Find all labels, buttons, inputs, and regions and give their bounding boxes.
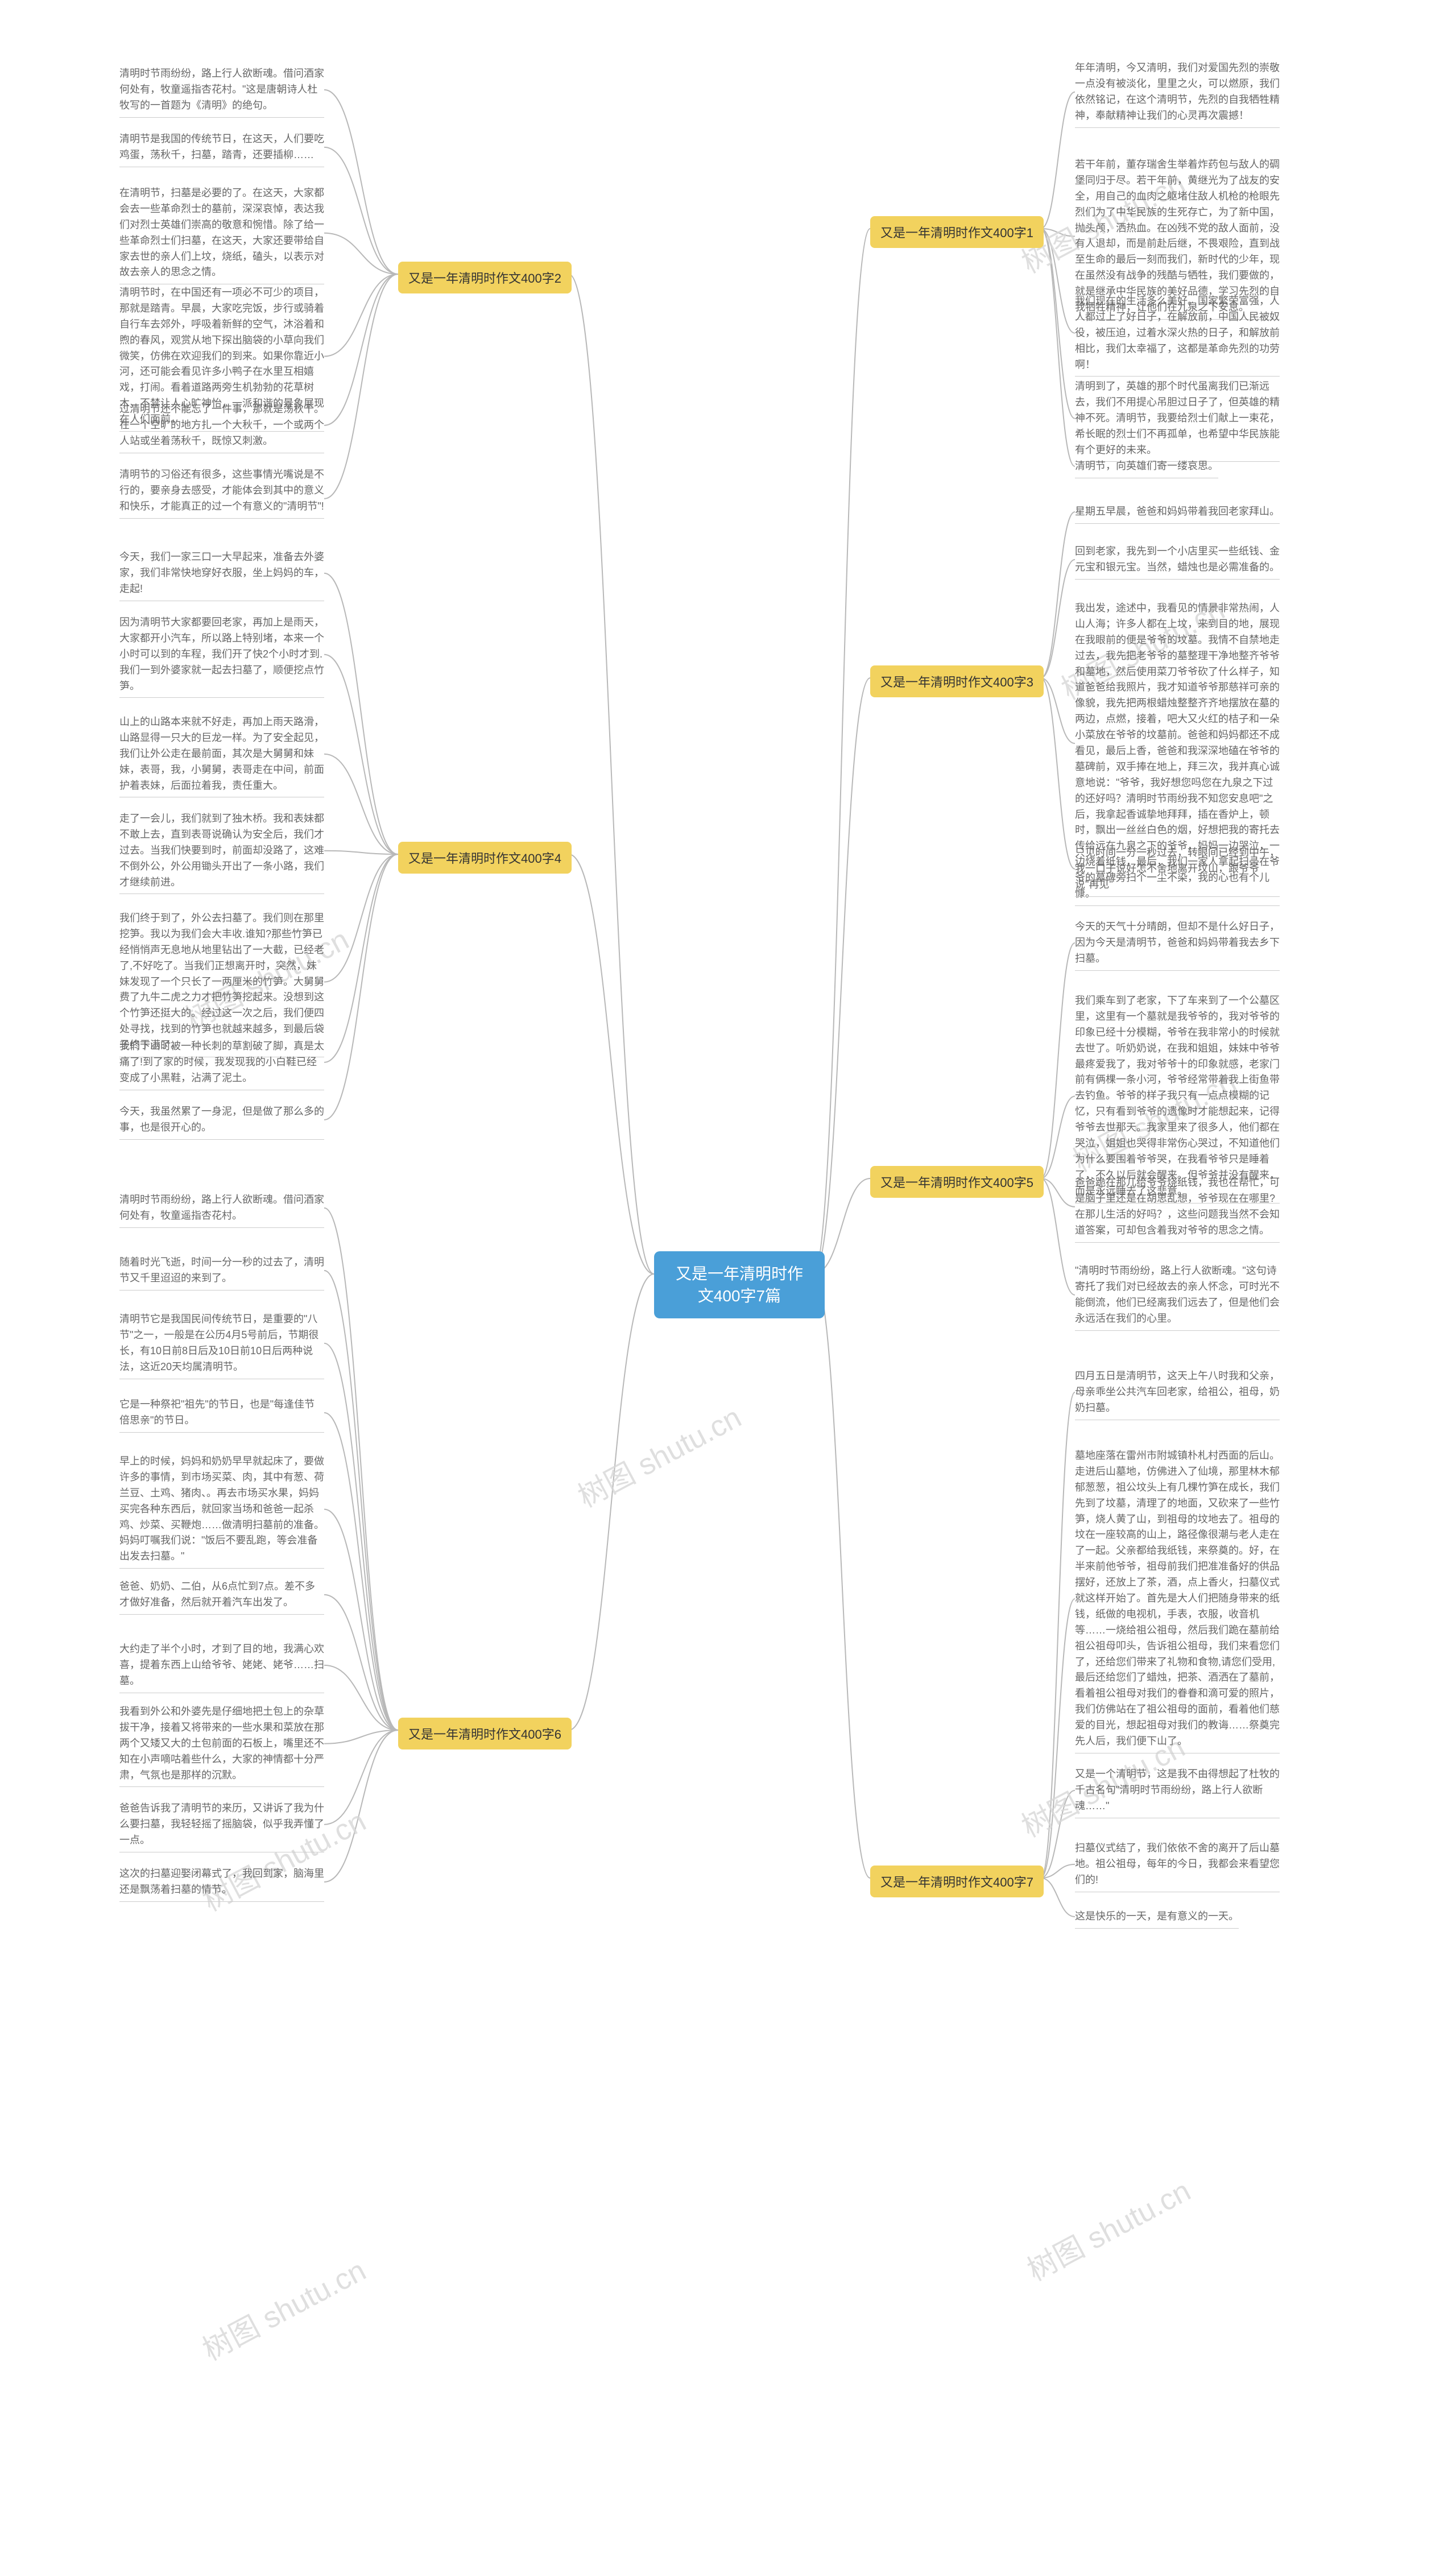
watermark: 树图 shutu.cn — [1019, 2167, 1197, 2289]
leaf-node: 我们现在的生活多么美好。国家繁荣富强，人人都过上了好日子，在解放前，中国人民被奴… — [1075, 290, 1280, 377]
leaf-node: 大约走了半个小时，才到了目的地，我满心欢喜，提着东西上山给爷爷、姥姥、姥爷……扫… — [119, 1638, 324, 1693]
leaf-node: 今天的天气十分晴朗，但却不是什么好日子，因为今天是清明节，爸爸和妈妈带着我去乡下… — [1075, 916, 1280, 971]
leaf-node: 我看到外公和外婆先是仔细地把土包上的杂草拔干净，接着又将带来的一些水果和菜放在那… — [119, 1701, 324, 1787]
leaf-node: 墓地座落在雷州市附城镇朴札村西面的后山。走进后山墓地，仿佛进入了仙境，那里林木郁… — [1075, 1445, 1280, 1753]
leaf-node: 因为清明节大家都要回老家，再加上是雨天，大家都开小汽车，所以路上特别堵，本来一个… — [119, 611, 324, 698]
leaf-node: 随着时光飞逝，时间一分一秒的过去了，清明节又千里迢迢的来到了。 — [119, 1251, 324, 1291]
leaf-node: 爸爸跪在那儿给爷爷烧纸钱，我也在帮忙，可是脑子里还是在胡思乱想，爷爷现在在哪里?… — [1075, 1172, 1280, 1243]
leaf-node: 这次的扫墓迎娶闭幕式了，我回到家，脑海里还是飘荡着扫墓的情节。 — [119, 1863, 324, 1902]
center-node: 又是一年清明时作文400字7篇 — [654, 1251, 825, 1318]
branch-node-b3: 又是一年清明时作文400字3 — [870, 665, 1044, 697]
branch-node-b4: 又是一年清明时作文400字4 — [398, 842, 572, 874]
leaf-node: 清明节的习俗还有很多，这些事情光嘴说是不行的，要亲身去感受，才能体会到其中的意义… — [119, 464, 324, 519]
leaf-node: 扫墓仪式结了，我们依依不舍的离开了后山墓地。祖公祖母，每年的今日，我都会来看望您… — [1075, 1837, 1280, 1892]
branch-node-b5: 又是一年清明时作文400字5 — [870, 1166, 1044, 1198]
watermark: 树图 shutu.cn — [194, 2247, 372, 2368]
leaf-node: 在清明节，扫墓是必要的了。在这天，大家都会去一些革命烈士的墓前，深深哀悼，表达我… — [119, 182, 324, 284]
leaf-node: 早上的时候，妈妈和奶奶早早就起床了，要做许多的事情，到市场买菜、肉，其中有葱、荷… — [119, 1450, 324, 1569]
leaf-node: 过清明节还不能忘了一件事，那就是荡秋千。在一个空旷的地方扎一个大秋千，一个或两个… — [119, 398, 324, 453]
watermark: 树图 shutu.cn — [569, 1393, 747, 1515]
leaf-node: 山上的山路本来就不好走，再加上雨天路滑，山路显得一只大的巨龙一样。为了安全起见，… — [119, 711, 324, 797]
branch-node-b6: 又是一年清明时作文400字6 — [398, 1718, 572, 1749]
branch-node-b1: 又是一年清明时作文400字1 — [870, 216, 1044, 248]
leaf-node: 四月五日是清明节，这天上午八时我和父亲，母亲乖坐公共汽车回老家，给祖公，祖母，奶… — [1075, 1365, 1280, 1420]
leaf-node: 爸爸、奶奶、二伯，从6点忙到7点。差不多才做好准备，然后就开着汽车出发了。 — [119, 1575, 324, 1615]
leaf-node: 清明时节雨纷纷，路上行人欲断魂。借问酒家何处有，牧童遥指杏花村。 — [119, 1189, 324, 1228]
leaf-node: 清明时节雨纷纷，路上行人欲断魂。借问酒家何处有，牧童遥指杏花村。"这是唐朝诗人杜… — [119, 63, 324, 118]
leaf-node: 今天，我们一家三口一大早起来，准备去外婆家，我们非常快地穿好衣服，坐上妈妈的车，… — [119, 546, 324, 601]
leaf-node: 清明到了，英雄的那个时代虽离我们已渐远去，我们不用提心吊胆过日子了，但英雄的精神… — [1075, 375, 1280, 462]
leaf-node: 它是一种祭祀"祖先"的节日，也是"每逢佳节倍思亲"的节日。 — [119, 1393, 324, 1433]
leaf-node: 这是快乐的一天，是有意义的一天。 — [1075, 1905, 1239, 1929]
branch-node-b2: 又是一年清明时作文400字2 — [398, 262, 572, 293]
leaf-node: 又是一个清明节，这是我不由得想起了杜牧的千古名句"清明时节雨纷纷，路上行人欲断魂… — [1075, 1763, 1280, 1818]
leaf-node: "清明时节雨纷纷，路上行人欲断魂。"这句诗寄托了我们对已经故去的亲人怀念，可时光… — [1075, 1260, 1280, 1331]
leaf-node: 爸爸告诉我了清明节的来历，又讲诉了我为什么要扫墓，我轻轻摇了摇脑袋，似乎我弄懂了… — [119, 1797, 324, 1852]
leaf-node: 今天，我虽然累了一身泥，但是做了那么多的事，也是很开心的。 — [119, 1101, 324, 1140]
leaf-node: 清明节它是我国民间传统节日，是重要的"八节"之一，一般是在公历4月5号前后，节期… — [119, 1308, 324, 1379]
branch-node-b7: 又是一年清明时作文400字7 — [870, 1866, 1044, 1897]
leaf-node: 星期五早晨，爸爸和妈妈带着我回老家拜山。 — [1075, 501, 1280, 524]
leaf-node: 回到老家，我先到一个小店里买一些纸钱、金元宝和银元宝。当然，蜡烛也是必需准备的。 — [1075, 540, 1280, 580]
leaf-node: 走了一会儿，我们就到了独木桥。我和表妹都不敢上去，直到表哥说确认为安全后，我们才… — [119, 808, 324, 894]
leaf-node: 清明节，向英雄们寄一缕哀思。 — [1075, 455, 1218, 478]
leaf-node: 我们下山时被一种长刺的草割破了脚，真是太痛了!到了家的时候，我发现我的小白鞋已经… — [119, 1035, 324, 1090]
leaf-node: 年年清明，今又清明，我们对爱国先烈的崇敬一点没有被淡化，里里之火，可以燃原，我们… — [1075, 57, 1280, 128]
leaf-node: 清明节是我国的传统节日，在这天，人们要吃鸡蛋，荡秋千，扫墓，踏青，还要插柳…… — [119, 128, 324, 167]
leaf-node: 只见时间一分一秒过去，转眼间已经到中午，我一口子说好怎不舍地离开坟山，跟爷爷说"… — [1075, 842, 1280, 897]
mindmap-canvas: 树图 shutu.cn树图 shutu.cn树图 shutu.cn树图 shut… — [0, 0, 1456, 2552]
